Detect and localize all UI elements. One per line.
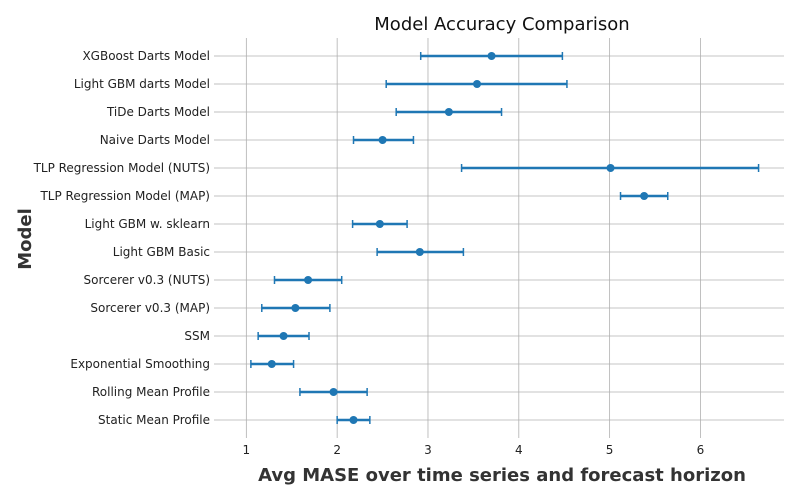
data-point [444, 108, 453, 116]
data-point [415, 248, 424, 256]
y-tick-labels: XGBoost Darts Model Light GBM darts Model… [33, 49, 210, 427]
x-tick-label: 4 [515, 443, 523, 457]
y-tick-label: Light GBM darts Model [74, 77, 210, 91]
data-point [349, 416, 358, 424]
x-tick-label: 3 [424, 443, 432, 457]
y-tick-label: Sorcerer v0.3 (NUTS) [84, 273, 210, 287]
data-point [606, 164, 615, 172]
y-tick-label: Naive Darts Model [100, 133, 210, 147]
y-tick-label: XGBoost Darts Model [82, 49, 210, 63]
y-tick-label: Sorcerer v0.3 (MAP) [90, 301, 210, 315]
data-point [279, 332, 288, 340]
y-tick-label: TLP Regression Model (MAP) [39, 189, 210, 203]
y-tick-label: Light GBM Basic [113, 245, 210, 259]
x-tick-label: 5 [606, 443, 614, 457]
y-tick-label: TiDe Darts Model [106, 105, 210, 119]
series-model-mase [250, 52, 760, 424]
data-point [487, 52, 496, 60]
x-tick-label: 1 [243, 443, 251, 457]
chart-title: Model Accuracy Comparison [374, 14, 629, 35]
y-tick-label: Rolling Mean Profile [92, 385, 210, 399]
data-point [291, 304, 300, 312]
x-axis-label: Avg MASE over time series and forecast h… [258, 465, 746, 486]
x-tick-label: 6 [697, 443, 705, 457]
y-tick-label: Exponential Smoothing [70, 357, 210, 371]
data-point [375, 220, 384, 228]
y-tick-label: Light GBM w. sklearn [85, 217, 210, 231]
x-tick-label: 2 [333, 443, 341, 457]
y-tick-label: TLP Regression Model (NUTS) [33, 161, 210, 175]
y-tick-label: Static Mean Profile [98, 413, 210, 427]
data-point [378, 136, 387, 144]
y-tick-label: SSM [184, 329, 210, 343]
data-point [640, 192, 649, 200]
y-axis-label: Model [15, 208, 36, 270]
x-tick-labels: 1 2 3 4 5 6 [243, 443, 705, 457]
data-point [473, 80, 482, 88]
data-point [329, 388, 338, 396]
data-point [267, 360, 276, 368]
data-point [304, 276, 313, 284]
grid [214, 38, 784, 438]
